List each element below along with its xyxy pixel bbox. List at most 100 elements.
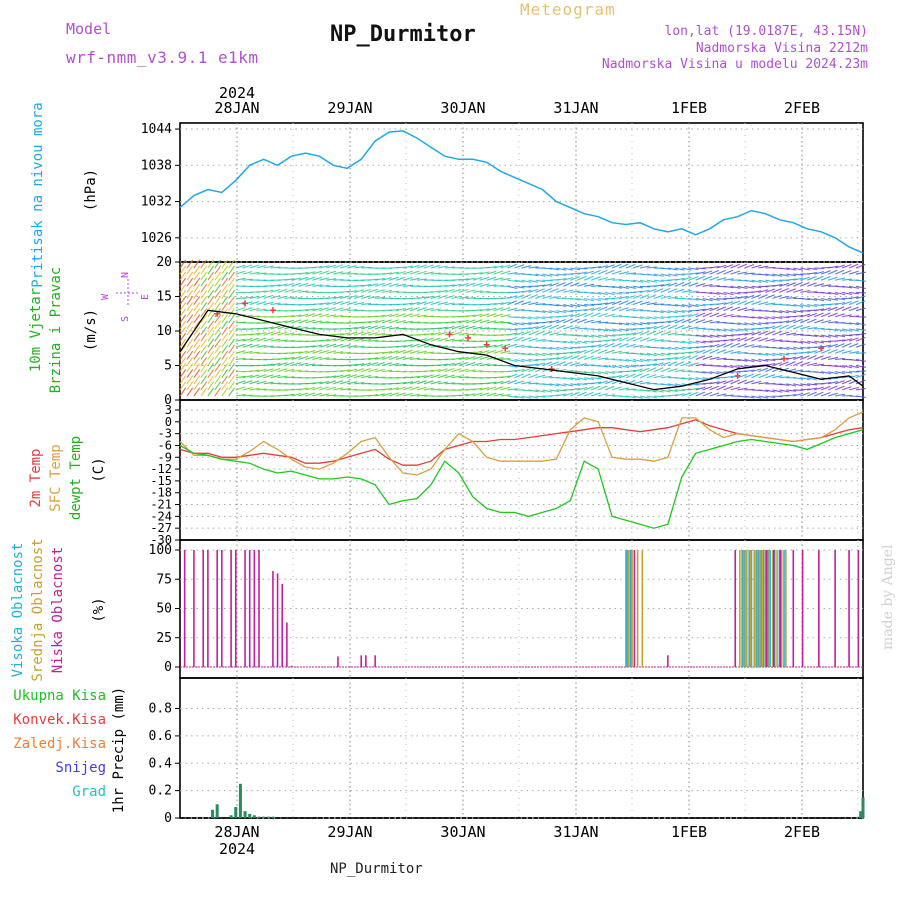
wind-barb	[214, 387, 222, 397]
wind-barb	[772, 279, 783, 282]
coords-text: lon,lat (19.0187E, 43.15N)	[664, 24, 869, 39]
wind-barb	[786, 324, 796, 330]
wind-barb	[298, 290, 309, 293]
wind-barb	[493, 339, 504, 342]
top-date-label-0: 28JAN	[214, 99, 259, 117]
bottom-year-label: 2024	[219, 840, 255, 858]
wind-barb	[681, 355, 692, 360]
wind-barb	[479, 271, 490, 275]
wind-barb	[528, 363, 539, 367]
wind-barb	[800, 361, 810, 367]
wind-barb	[298, 362, 309, 367]
wind-barb	[416, 264, 427, 269]
wind-barb	[542, 267, 553, 270]
wind-barb	[458, 315, 469, 318]
wind-barb	[604, 349, 615, 354]
wind-barb	[458, 393, 469, 397]
wind-barb	[451, 375, 462, 379]
wind-barb	[758, 279, 769, 283]
wind-barb	[528, 395, 539, 399]
wind-barb	[827, 312, 838, 318]
wind-barb	[228, 332, 235, 342]
wind-barb	[584, 340, 595, 344]
wind-barb	[570, 276, 580, 281]
wind-barb	[772, 330, 782, 336]
wind-barb	[430, 295, 441, 300]
wind-barb	[639, 294, 650, 299]
wind-barb	[291, 277, 302, 281]
wind-barb	[793, 369, 804, 373]
wind-barb	[312, 381, 323, 385]
wind-barb	[563, 355, 573, 360]
wind-barb	[646, 294, 657, 299]
wind-barb	[716, 380, 727, 385]
wind-barb	[695, 297, 706, 302]
wind-barb	[242, 296, 253, 300]
wind-barb	[388, 326, 399, 330]
wind-barb	[333, 333, 344, 336]
wind-barb	[235, 343, 246, 348]
wind-barb	[409, 277, 420, 281]
wind-barb	[179, 302, 187, 311]
wind-barb	[577, 334, 588, 338]
wind-barb	[842, 394, 853, 397]
wind-barb	[507, 295, 518, 300]
wind-barb	[570, 313, 581, 318]
wind-barb	[277, 357, 288, 360]
wind-barb	[493, 393, 504, 397]
wind-barb	[570, 350, 581, 354]
wind-barb	[430, 272, 441, 275]
wind-barb	[179, 332, 187, 342]
wind-barb	[800, 313, 811, 318]
wind-barb	[646, 273, 657, 277]
wind-barb	[284, 288, 295, 293]
wind-barb	[549, 346, 560, 351]
wind-barb	[402, 381, 413, 385]
wind-barb	[451, 368, 462, 373]
wind-barb	[751, 352, 762, 356]
wind-barb	[660, 357, 671, 360]
wind-barb	[507, 369, 518, 373]
wind-barb	[646, 316, 657, 320]
wind-barb	[730, 379, 741, 385]
wind-barb	[298, 282, 309, 287]
wind-barb	[500, 350, 511, 354]
wind-barb	[395, 276, 406, 281]
wind-barb	[744, 279, 755, 283]
wind-barb	[186, 350, 194, 360]
wind-barb	[395, 307, 406, 312]
wind-barb	[625, 369, 636, 373]
wind-barb	[577, 355, 587, 360]
wind-barb	[214, 283, 222, 293]
wind-barb	[737, 271, 748, 275]
wind-barb	[758, 326, 769, 330]
wind-barb	[605, 291, 616, 296]
wind-barb	[779, 287, 789, 293]
wind-barb	[709, 269, 720, 275]
wind-barb	[312, 386, 323, 391]
wind-barb	[723, 342, 734, 348]
wind-barb	[270, 382, 281, 385]
wind-barb	[200, 369, 208, 379]
wind-barb	[430, 301, 441, 306]
wind-barb	[423, 315, 434, 318]
wind-barb	[807, 354, 817, 360]
wind-barb	[591, 276, 601, 281]
wind-barb	[793, 346, 804, 350]
wind-barb	[709, 334, 720, 338]
wind-barb	[521, 289, 532, 293]
wind-barb	[584, 297, 595, 302]
wind-barb	[814, 386, 824, 391]
wind-barb	[472, 370, 483, 373]
wind-barb	[200, 308, 208, 318]
wind-barb	[235, 264, 246, 269]
wind-barb	[221, 296, 229, 305]
wind-barb	[855, 328, 867, 331]
wind-barb	[270, 302, 281, 306]
wind-barb	[688, 282, 699, 287]
wind-barb	[361, 375, 372, 379]
wind-barb	[207, 375, 215, 385]
wind-barb	[374, 325, 385, 330]
wind-barb	[542, 320, 553, 324]
wind-barb	[744, 358, 755, 363]
